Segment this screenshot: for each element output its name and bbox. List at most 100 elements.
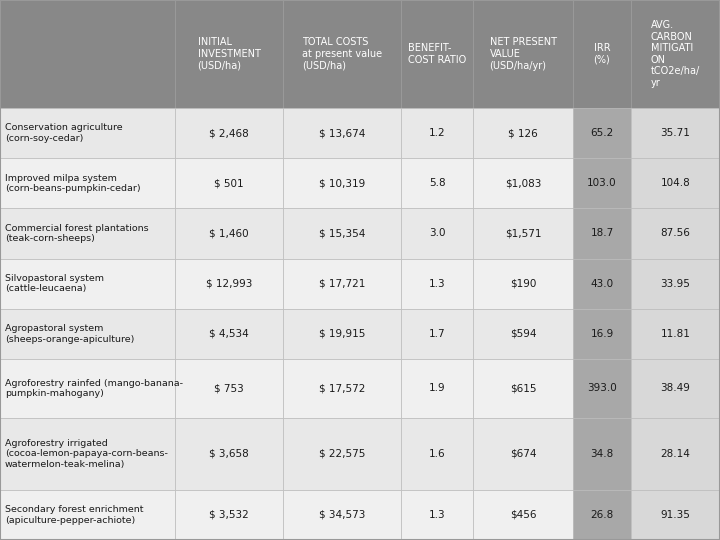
- Bar: [473, 490, 573, 540]
- Text: 1.2: 1.2: [428, 128, 445, 138]
- Text: Conservation agriculture
(corn-soy-cedar): Conservation agriculture (corn-soy-cedar…: [5, 124, 122, 143]
- Bar: [573, 490, 631, 540]
- Bar: [0, 0, 175, 108]
- Bar: [573, 158, 631, 208]
- Bar: [473, 108, 573, 158]
- Bar: [283, 418, 401, 490]
- Bar: [401, 359, 473, 418]
- Text: 3.0: 3.0: [428, 228, 445, 239]
- Text: 26.8: 26.8: [590, 510, 613, 520]
- Text: $ 15,354: $ 15,354: [319, 228, 365, 239]
- Bar: [401, 108, 473, 158]
- Bar: [175, 0, 283, 108]
- Text: $ 12,993: $ 12,993: [206, 279, 252, 289]
- Text: Improved milpa system
(corn-beans-pumpkin-cedar): Improved milpa system (corn-beans-pumpki…: [5, 173, 140, 193]
- Bar: [473, 0, 573, 108]
- Text: $ 753: $ 753: [214, 383, 244, 393]
- Text: 33.95: 33.95: [660, 279, 690, 289]
- Text: 18.7: 18.7: [590, 228, 613, 239]
- Text: Secondary forest enrichment
(apiculture-pepper-achiote): Secondary forest enrichment (apiculture-…: [5, 505, 143, 524]
- Text: 16.9: 16.9: [590, 329, 613, 339]
- Text: 91.35: 91.35: [660, 510, 690, 520]
- Bar: [175, 490, 283, 540]
- Bar: [631, 208, 720, 259]
- Text: $674: $674: [510, 449, 536, 459]
- Bar: [573, 418, 631, 490]
- Text: 103.0: 103.0: [588, 178, 617, 188]
- Bar: [473, 359, 573, 418]
- Bar: [631, 158, 720, 208]
- Text: NET PRESENT
VALUE
(USD/ha/yr): NET PRESENT VALUE (USD/ha/yr): [490, 37, 557, 71]
- Bar: [0, 208, 175, 259]
- Bar: [0, 108, 175, 158]
- Text: $1,083: $1,083: [505, 178, 541, 188]
- Text: $ 501: $ 501: [214, 178, 244, 188]
- Bar: [401, 490, 473, 540]
- Text: 35.71: 35.71: [660, 128, 690, 138]
- Text: $ 17,572: $ 17,572: [319, 383, 365, 393]
- Bar: [631, 259, 720, 309]
- Text: INITIAL
INVESTMENT
(USD/ha): INITIAL INVESTMENT (USD/ha): [197, 37, 261, 71]
- Text: $ 3,658: $ 3,658: [209, 449, 249, 459]
- Bar: [473, 208, 573, 259]
- Bar: [631, 490, 720, 540]
- Text: 38.49: 38.49: [660, 383, 690, 393]
- Bar: [401, 418, 473, 490]
- Text: 1.9: 1.9: [428, 383, 445, 393]
- Bar: [573, 0, 631, 108]
- Text: Silvopastoral system
(cattle-leucaena): Silvopastoral system (cattle-leucaena): [5, 274, 104, 293]
- Text: $ 17,721: $ 17,721: [319, 279, 365, 289]
- Bar: [573, 259, 631, 309]
- Bar: [631, 418, 720, 490]
- Text: $ 19,915: $ 19,915: [319, 329, 365, 339]
- Text: $ 126: $ 126: [508, 128, 538, 138]
- Text: Commercial forest plantations
(teak-corn-sheeps): Commercial forest plantations (teak-corn…: [5, 224, 148, 243]
- Text: Agropastoral system
(sheeps-orange-apiculture): Agropastoral system (sheeps-orange-apicu…: [5, 324, 135, 343]
- Bar: [401, 208, 473, 259]
- Text: 28.14: 28.14: [660, 449, 690, 459]
- Text: $ 13,674: $ 13,674: [319, 128, 365, 138]
- Text: 1.7: 1.7: [428, 329, 445, 339]
- Text: TOTAL COSTS
at present value
(USD/ha): TOTAL COSTS at present value (USD/ha): [302, 37, 382, 71]
- Text: BENEFIT-
COST RATIO: BENEFIT- COST RATIO: [408, 43, 466, 65]
- Bar: [473, 309, 573, 359]
- Text: $ 3,532: $ 3,532: [209, 510, 249, 520]
- Bar: [473, 259, 573, 309]
- Bar: [401, 259, 473, 309]
- Bar: [573, 108, 631, 158]
- Bar: [473, 158, 573, 208]
- Text: $ 34,573: $ 34,573: [319, 510, 365, 520]
- Bar: [0, 158, 175, 208]
- Bar: [0, 490, 175, 540]
- Bar: [175, 359, 283, 418]
- Bar: [283, 259, 401, 309]
- Text: $ 4,534: $ 4,534: [209, 329, 249, 339]
- Bar: [283, 490, 401, 540]
- Text: IRR
(%): IRR (%): [593, 43, 611, 65]
- Bar: [175, 259, 283, 309]
- Text: $ 2,468: $ 2,468: [209, 128, 249, 138]
- Bar: [283, 0, 401, 108]
- Bar: [401, 158, 473, 208]
- Text: 104.8: 104.8: [661, 178, 690, 188]
- Text: 5.8: 5.8: [428, 178, 445, 188]
- Text: 11.81: 11.81: [660, 329, 690, 339]
- Bar: [283, 108, 401, 158]
- Text: $615: $615: [510, 383, 536, 393]
- Text: 1.3: 1.3: [428, 510, 445, 520]
- Text: 393.0: 393.0: [587, 383, 617, 393]
- Text: $ 22,575: $ 22,575: [319, 449, 365, 459]
- Text: Agroforestry rainfed (mango-banana-
pumpkin-mahogany): Agroforestry rainfed (mango-banana- pump…: [5, 379, 183, 398]
- Bar: [283, 208, 401, 259]
- Bar: [175, 208, 283, 259]
- Bar: [631, 359, 720, 418]
- Bar: [631, 0, 720, 108]
- Bar: [473, 418, 573, 490]
- Text: AVG.
CARBON
MITIGATI
ON
tCO2e/ha/
yr: AVG. CARBON MITIGATI ON tCO2e/ha/ yr: [651, 20, 700, 88]
- Bar: [401, 309, 473, 359]
- Bar: [175, 108, 283, 158]
- Bar: [0, 259, 175, 309]
- Text: $ 1,460: $ 1,460: [210, 228, 249, 239]
- Text: $1,571: $1,571: [505, 228, 541, 239]
- Text: 43.0: 43.0: [590, 279, 613, 289]
